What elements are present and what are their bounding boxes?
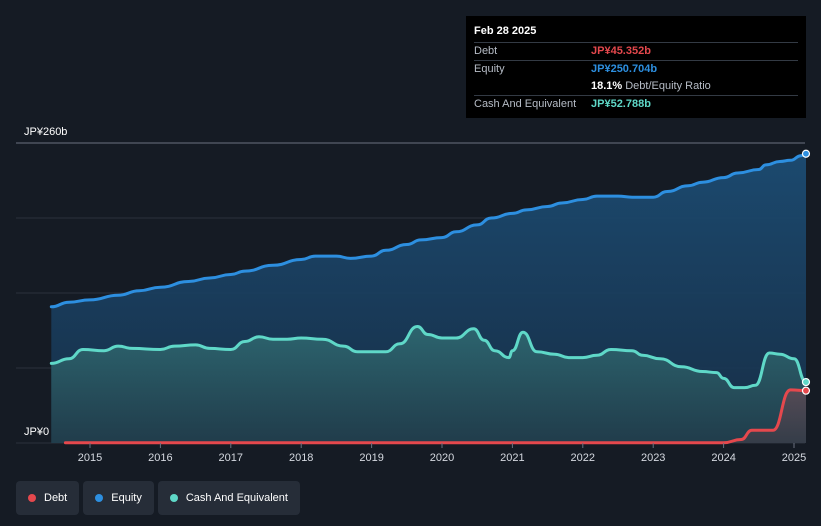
tooltip-cash-label: Cash And Equivalent xyxy=(474,98,577,110)
series-areas xyxy=(51,153,807,443)
legend-label-debt: Debt xyxy=(44,492,68,504)
tooltip-cash-value: JP¥52.788b xyxy=(591,98,651,110)
equity-dot-icon xyxy=(95,494,104,502)
tooltip-row-cash: Cash And Equivalent JP¥52.788b xyxy=(474,95,798,113)
debt-dot-icon xyxy=(28,494,36,502)
x-tick-label: 2020 xyxy=(430,452,454,464)
legend-label-cash: Cash And Equivalent xyxy=(185,492,288,504)
tooltip-ratio-label: Debt/Equity Ratio xyxy=(625,80,711,92)
debt-line xyxy=(63,388,808,445)
tooltip-date: Feb 28 2025 xyxy=(474,25,537,37)
cash-dot-icon xyxy=(169,494,178,502)
tooltip-row-debt: Debt JP¥45.352b xyxy=(474,42,798,60)
legend-item-equity[interactable]: Equity xyxy=(83,481,154,515)
tooltip-debt-label: Debt xyxy=(474,45,498,57)
series-lines xyxy=(49,152,808,445)
tooltip-equity-value: JP¥250.704b xyxy=(591,63,658,75)
x-tick-label: 2021 xyxy=(500,452,524,464)
x-tick-label: 2018 xyxy=(289,452,313,464)
legend: Debt Equity Cash And Equivalent xyxy=(16,481,300,515)
tooltip-ratio-value: 18.1% xyxy=(591,80,623,92)
x-tick-label: 2024 xyxy=(711,452,735,464)
cash-line xyxy=(49,325,808,390)
x-tick-label: 2019 xyxy=(359,452,383,464)
cash-area xyxy=(51,326,807,443)
y-label-bottom: JP¥0 xyxy=(24,426,49,438)
legend-label-equity: Equity xyxy=(111,492,142,504)
x-tick-label: 2023 xyxy=(641,452,665,464)
tooltip-panel: Feb 28 2025 Debt JP¥45.352b Equity JP¥25… xyxy=(466,16,806,118)
x-tick-label: 2015 xyxy=(78,452,102,464)
equity-line xyxy=(49,152,808,309)
legend-item-cash[interactable]: Cash And Equivalent xyxy=(157,481,300,515)
debt-end-point xyxy=(801,386,811,395)
x-tick-label: 2017 xyxy=(219,452,243,464)
y-label-top: JP¥260b xyxy=(24,126,67,138)
legend-item-debt[interactable]: Debt xyxy=(16,481,80,515)
x-tick-label: 2025 xyxy=(782,452,806,464)
tooltip-row-equity: Equity JP¥250.704b xyxy=(474,60,798,78)
tooltip-row-ratio: 18.1% Debt/Equity Ratio xyxy=(474,78,798,95)
end-markers xyxy=(801,149,811,395)
cash-end-point xyxy=(801,377,811,387)
tooltip-debt-value: JP¥45.352b xyxy=(591,45,651,57)
x-axis: 2015 2016 2017 2018 2019 2020 2021 2022 2023 2024… xyxy=(78,443,806,464)
x-tick-label: 2016 xyxy=(148,452,172,464)
equity-end-point xyxy=(801,149,811,158)
tooltip-equity-label: Equity xyxy=(474,63,505,75)
x-tick-label: 2022 xyxy=(571,452,595,464)
